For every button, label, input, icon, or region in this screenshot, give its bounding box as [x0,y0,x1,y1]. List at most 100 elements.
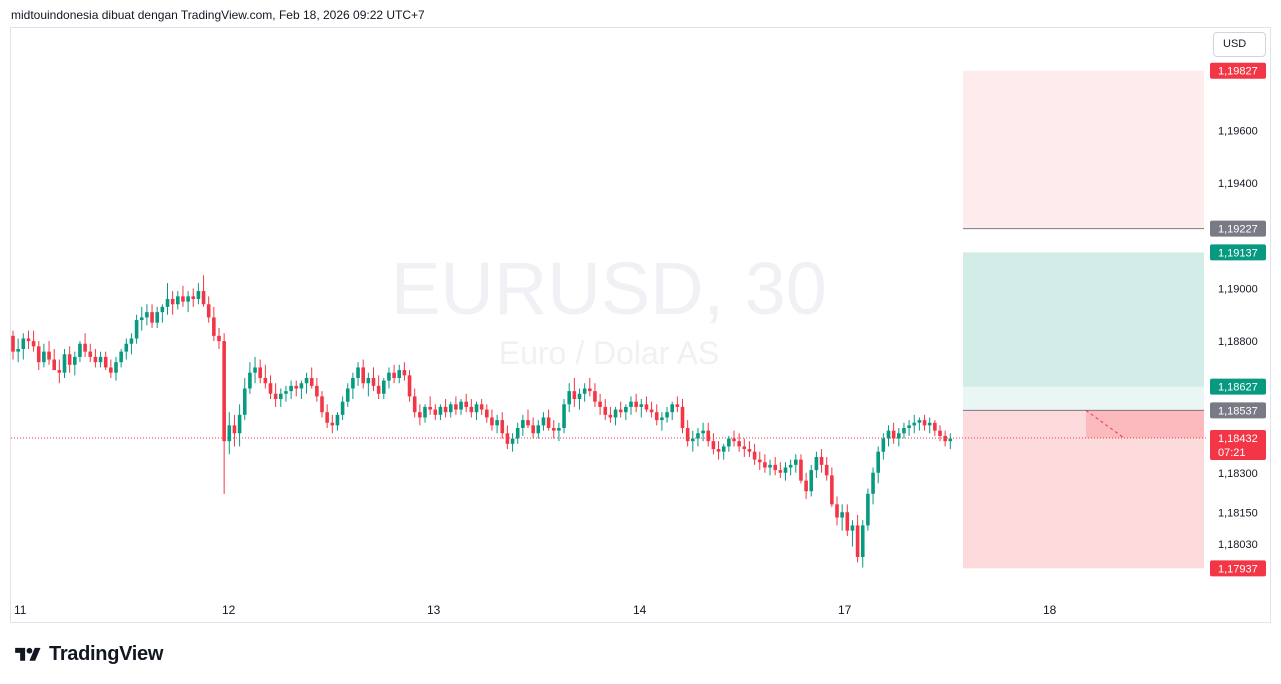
candle[interactable] [176,291,180,310]
candle[interactable] [835,496,839,526]
candle[interactable] [407,370,412,402]
candle[interactable] [443,399,448,418]
candle[interactable] [134,314,139,344]
price-tag-last[interactable]: 1,18432 07:21 [1210,430,1266,460]
candle[interactable] [320,391,324,418]
candle[interactable] [588,377,592,397]
candle[interactable] [103,351,108,371]
candle[interactable] [711,433,716,455]
candle[interactable] [351,372,355,400]
long-target-zone[interactable] [963,252,1204,387]
candle[interactable] [268,375,273,400]
candle[interactable] [886,425,891,447]
candle[interactable] [109,359,113,378]
candle[interactable] [150,304,154,328]
candle[interactable] [917,417,922,431]
candle[interactable] [273,383,278,407]
candle[interactable] [912,414,917,434]
candle[interactable] [217,327,221,350]
candle[interactable] [871,467,875,505]
candle[interactable] [212,306,216,342]
candle[interactable] [752,443,757,465]
candle[interactable] [531,417,535,439]
candle[interactable] [438,404,443,421]
candle[interactable] [201,275,206,307]
candle[interactable] [340,396,345,421]
candle[interactable] [505,425,510,450]
candle[interactable] [845,504,850,536]
candle[interactable] [804,472,808,500]
candle[interactable] [412,388,417,418]
candle[interactable] [938,425,942,442]
candle[interactable] [819,449,824,473]
candle[interactable] [304,372,309,394]
candle[interactable] [170,291,175,315]
candles[interactable] [11,275,953,568]
candle[interactable] [26,330,31,350]
candle[interactable] [464,393,468,413]
candle[interactable] [536,420,541,439]
candle[interactable] [721,443,726,460]
candle[interactable] [356,362,360,386]
candle[interactable] [165,283,170,315]
candle[interactable] [757,451,762,471]
candle[interactable] [783,462,788,481]
candle[interactable] [129,333,134,355]
candle[interactable] [155,306,159,328]
candle[interactable] [907,420,911,436]
candle[interactable] [654,404,659,426]
candle[interactable] [253,356,257,384]
candle[interactable] [850,520,855,547]
candle[interactable] [315,377,319,402]
candle[interactable] [562,399,566,434]
candle[interactable] [16,338,20,363]
candle[interactable] [93,349,98,368]
candle[interactable] [330,414,335,434]
candle[interactable] [160,304,165,323]
candle[interactable] [325,404,329,428]
candle[interactable] [47,341,51,365]
candle[interactable] [145,304,149,326]
candle[interactable] [742,438,747,457]
candle[interactable] [474,401,479,421]
candle[interactable] [309,367,314,389]
candle[interactable] [948,433,953,450]
candle[interactable] [11,330,15,360]
candle[interactable] [891,422,896,444]
candle[interactable] [927,417,932,434]
candle[interactable] [139,306,144,331]
candle[interactable] [237,404,242,447]
candle[interactable] [181,285,185,307]
candle[interactable] [73,351,77,376]
candle[interactable] [860,520,865,568]
candle[interactable] [680,399,685,434]
candle[interactable] [186,291,190,313]
candle[interactable] [397,364,402,384]
candle[interactable] [582,383,587,402]
candle[interactable] [881,433,886,460]
candle[interactable] [763,454,767,473]
candle[interactable] [299,380,304,400]
candle[interactable] [124,338,129,360]
candle[interactable] [902,422,906,439]
candle[interactable] [644,396,649,413]
candle[interactable] [289,380,293,400]
candle[interactable] [263,364,268,389]
candle[interactable] [649,401,654,418]
candle[interactable] [685,420,690,447]
candle[interactable] [824,456,829,481]
position-zones[interactable] [963,70,1204,569]
candle[interactable] [618,401,623,418]
candle[interactable] [670,401,674,421]
candle[interactable] [691,430,695,452]
candle[interactable] [778,462,783,479]
candle[interactable] [88,343,93,363]
candle[interactable] [830,467,834,507]
candle[interactable] [794,454,798,473]
candle[interactable] [773,456,777,476]
candle[interactable] [747,441,752,457]
candle[interactable] [876,446,880,484]
candle[interactable] [541,412,546,431]
candle[interactable] [814,451,819,479]
